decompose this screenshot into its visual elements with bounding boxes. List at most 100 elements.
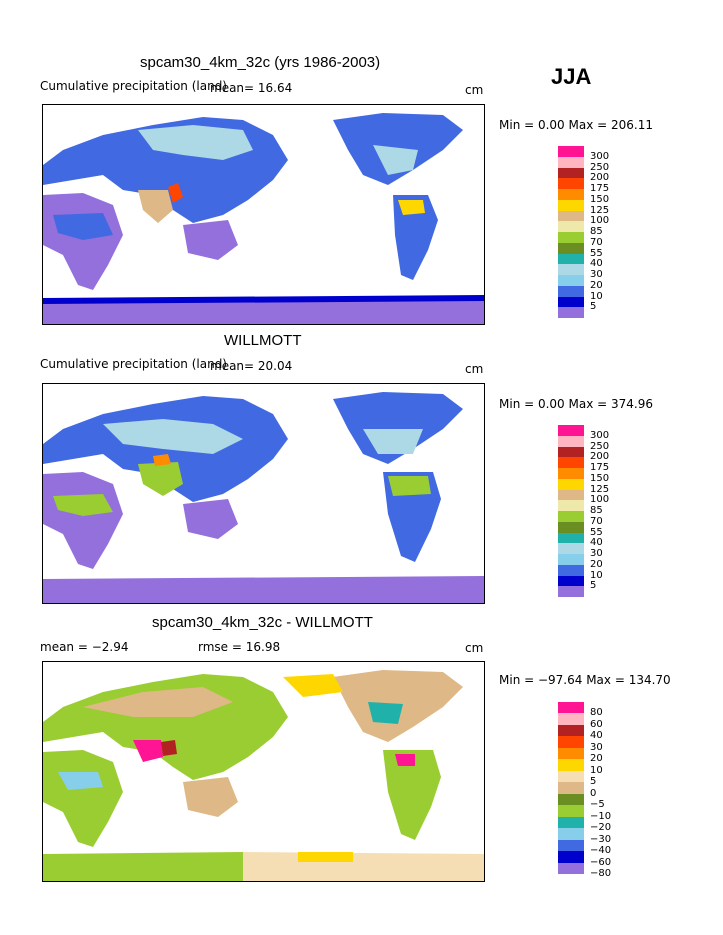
panel2-minmax: Min = 0.00 Max = 374.96 [499,397,653,411]
colorbar-label: 125 [590,483,610,495]
colorbar-swatch [558,851,584,863]
colorbar-label: −60 [590,856,612,868]
colorbar-swatch [558,724,584,737]
colorbar-swatch [558,521,584,533]
colorbar-label: 100 [590,215,610,227]
colorbar-label: 30 [590,269,603,280]
colorbar-label: −80 [590,868,612,879]
africa-negative [58,772,103,790]
colorbar-swatch [558,189,584,200]
colorbar-swatch [558,489,584,501]
colorbar-swatch [558,264,584,275]
africa-landmass [43,750,123,847]
south-america-tropics [398,200,425,215]
colorbar-label: 10 [590,290,603,302]
colorbar-swatch [558,500,584,511]
panel2-map [42,383,485,604]
colorbar-swatch [558,543,584,554]
colorbar-label: 150 [590,193,610,205]
colorbar-swatch [558,759,584,771]
colorbar-swatch [558,307,584,318]
colorbar-swatch [558,285,584,297]
colorbar-label: 300 [590,429,610,441]
colorbar-swatch [558,435,584,447]
colorbar-swatch [558,532,584,544]
australia-landmass [183,777,238,817]
south-america-hotspot [395,754,415,766]
colorbar-swatch [558,199,584,211]
colorbar-swatch [558,275,584,286]
north-america-light [363,429,423,454]
panel1-units: cm [465,83,484,97]
se-asia-positive [161,740,177,756]
panel3-map-svg [43,670,484,881]
antarctica-yellow [298,852,353,862]
colorbar-label: 200 [590,172,610,184]
north-america-yellow [283,674,343,697]
colorbar-swatch [558,178,584,189]
colorbar-label: 175 [590,183,610,194]
colorbar-label: 250 [590,161,610,173]
colorbar-swatch [558,770,584,783]
colorbar-label: 40 [590,258,603,270]
south-america-tropics [388,476,431,496]
colorbar-swatch [558,862,584,874]
colorbar-swatch [558,221,584,232]
colorbar-swatch [558,747,584,760]
panel2-subtitle: Cumulative precipitation (land) [40,357,227,371]
colorbar-label: 10 [590,569,603,581]
panel3-minmax: Min = −97.64 Max = 134.70 [499,673,671,687]
colorbar-swatch [558,232,584,243]
colorbar-label: 5 [590,776,597,788]
panel1-colorbar: 300 250 200 175 150 125 100 85 70 55 40 30 20 10 5 [558,146,609,318]
colorbar-label: 60 [590,718,603,730]
colorbar-swatch [558,713,584,725]
panel2-mean: mean= 20.04 [210,359,293,373]
colorbar-label: −40 [590,845,612,857]
colorbar-label: 70 [590,515,603,527]
colorbar-swatch [558,575,584,587]
antarctica-landmass [43,576,484,603]
colorbar-label: 125 [590,204,610,216]
colorbar-swatch [558,793,584,806]
australia-landmass [183,220,238,260]
colorbar-label: 0 [590,787,597,799]
south-america-landmass [393,195,438,280]
panel2-units: cm [465,362,484,376]
colorbar-label: 20 [590,753,603,765]
india-region [138,462,183,496]
colorbar-swatch [558,564,584,576]
africa-landmass [43,472,123,569]
colorbar-swatch [558,782,584,794]
season-label: JJA [551,64,592,89]
colorbar-swatch [558,446,584,458]
colorbar-swatch [558,816,584,829]
siberia-light [138,125,253,160]
colorbar-swatch [558,839,584,852]
colorbar-swatch [558,425,584,436]
north-america-light [373,145,418,175]
colorbar-swatch [558,146,584,157]
colorbar-label: 100 [590,494,610,506]
antarctica-landmass [43,297,484,324]
colorbar-swatch [558,242,584,254]
africa-tropics [53,494,113,516]
colorbar-swatch [558,805,584,817]
colorbar-label: 55 [590,247,603,259]
colorbar-label: 30 [590,741,603,753]
colorbar-swatch [558,736,584,748]
se-asia-hotspot [153,454,171,466]
panel3-colorbar: 80 60 40 30 20 10 5 0 −5 −10 −20 −30 −40 −60 −80 [558,702,611,879]
panel3-title: spcam30_4km_32c - WILLMOTT [152,614,373,631]
colorbar-swatch [558,468,584,479]
north-america-negative [368,702,403,724]
africa-landmass [43,193,123,290]
colorbar-swatch [558,478,584,490]
india-region [138,190,173,223]
colorbar-swatch [558,156,584,168]
south-america-landmass [383,750,441,840]
panel3-rmse: rmse = 16.98 [198,640,281,654]
colorbar-swatch [558,457,584,468]
antarctica-edge [43,295,484,304]
panel2-map-svg [43,392,484,603]
